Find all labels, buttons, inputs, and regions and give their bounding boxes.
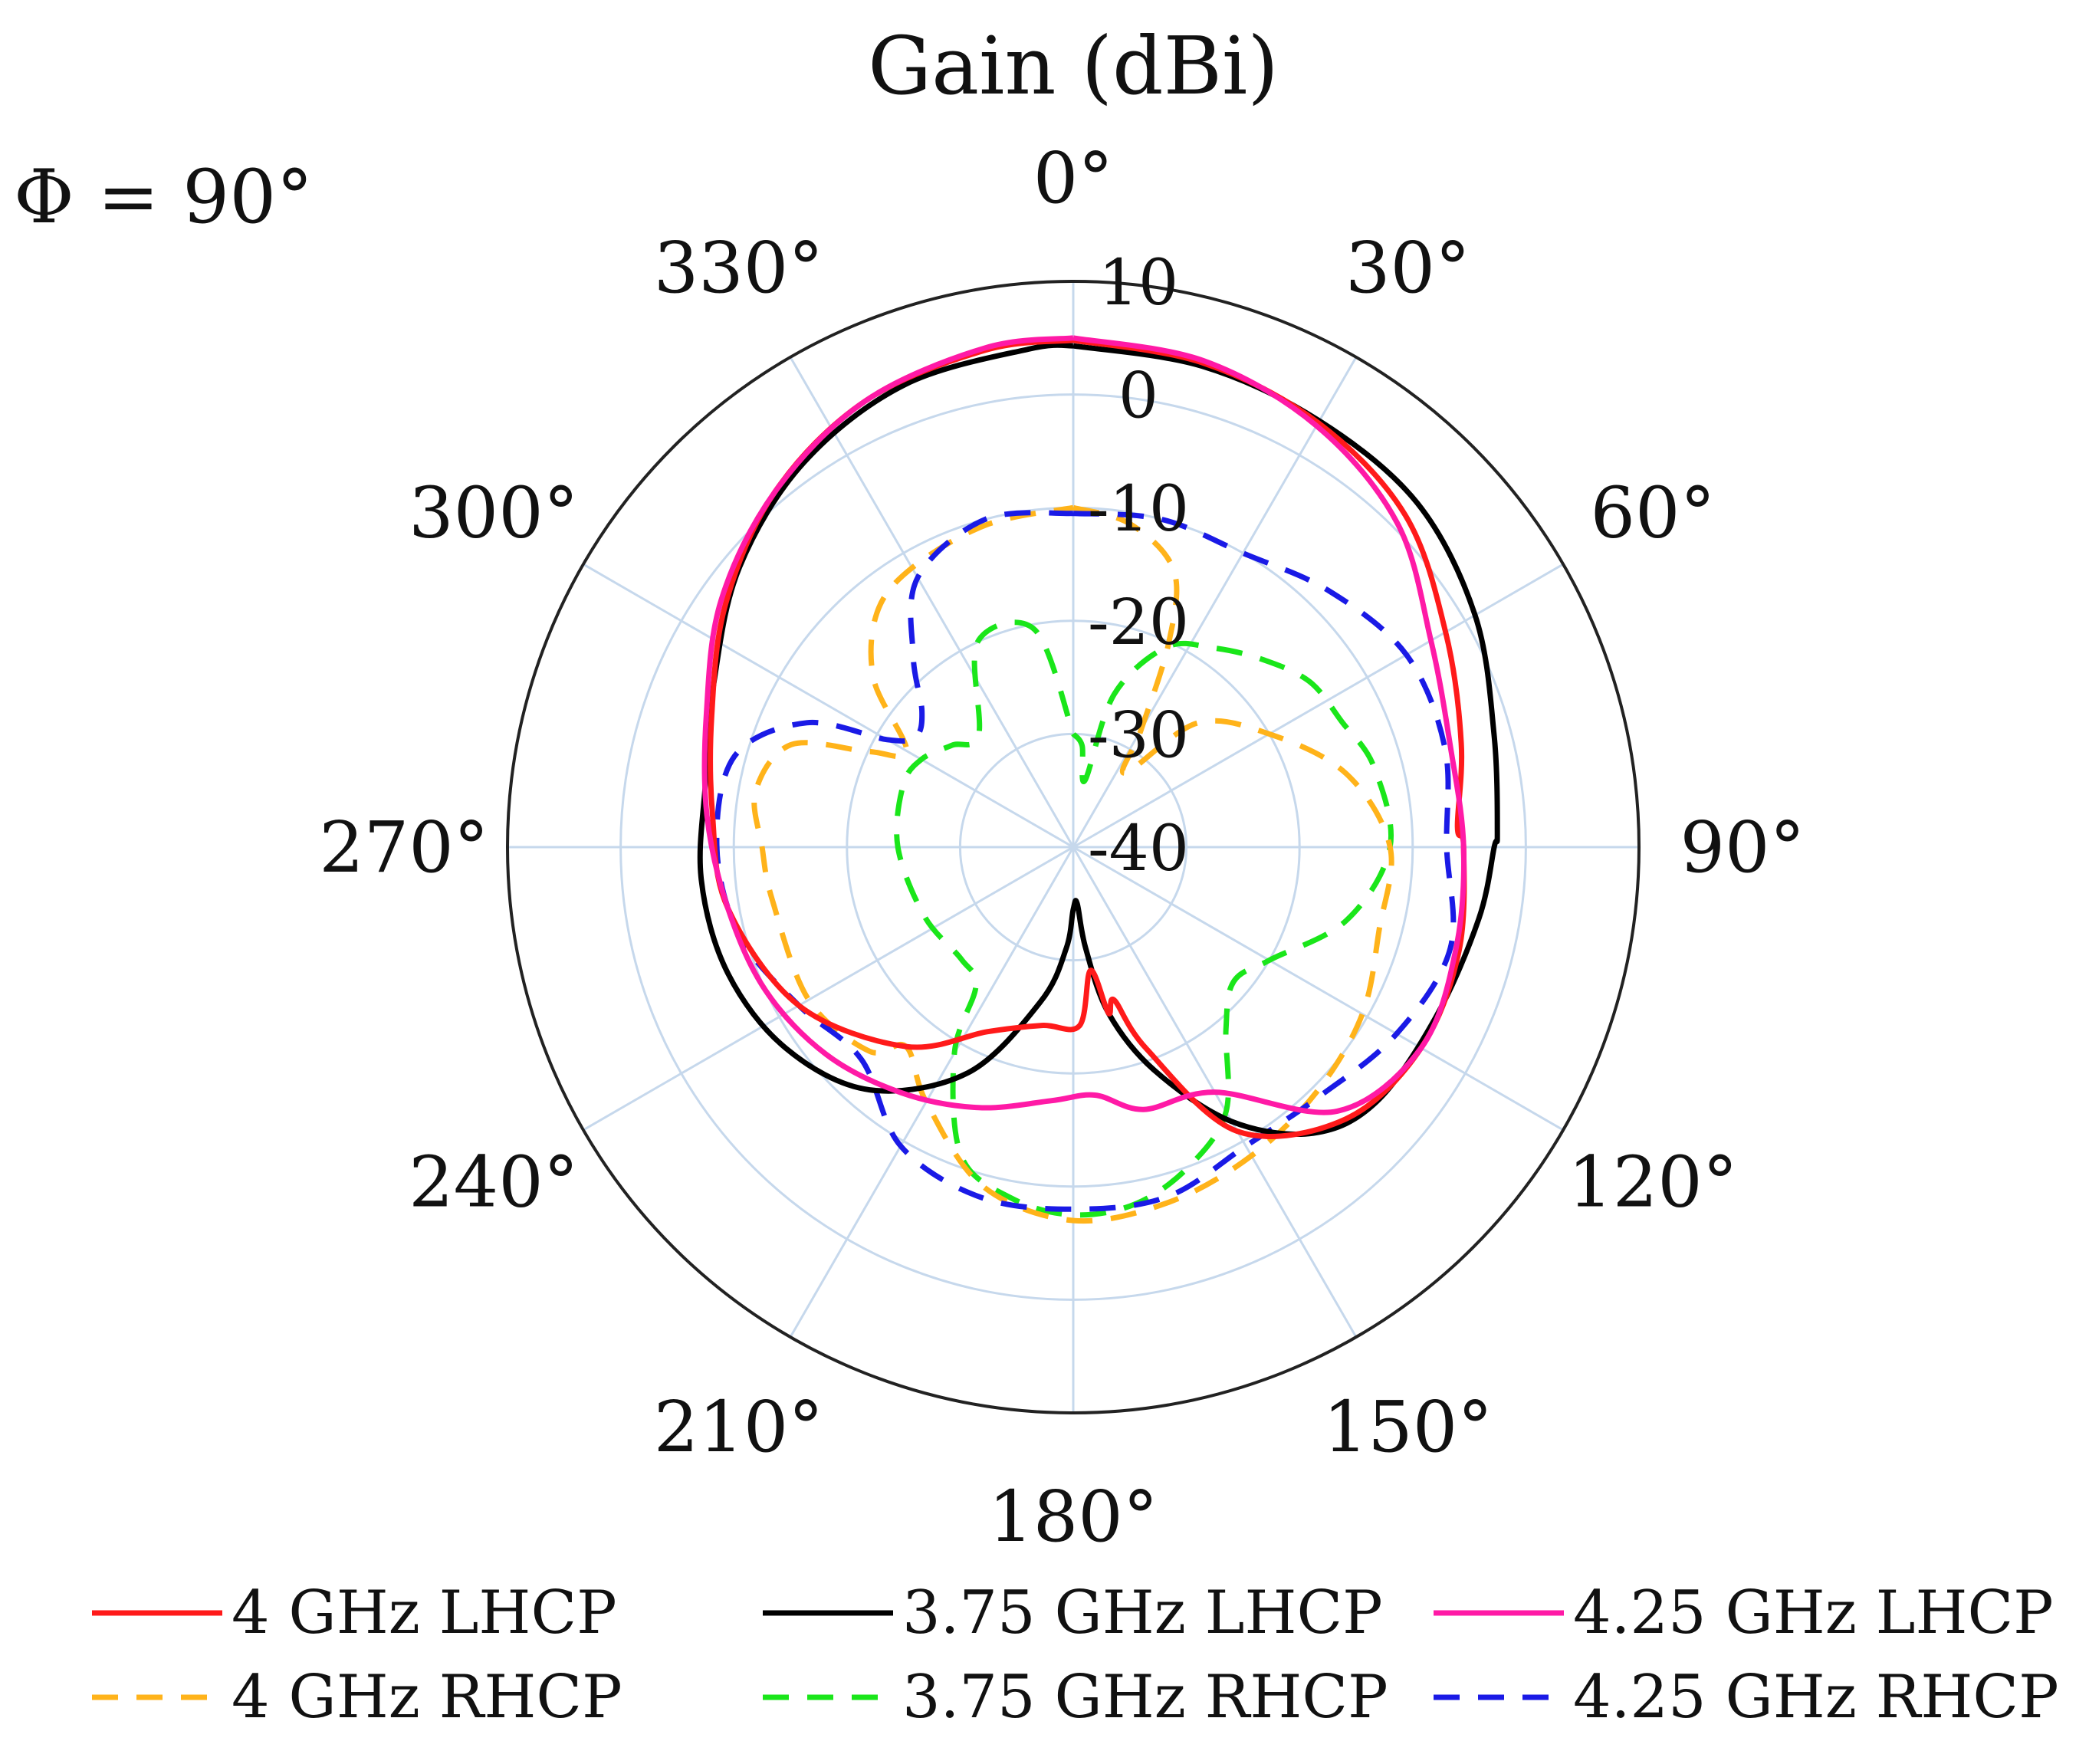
legend-label: 4 GHz RHCP: [232, 1663, 622, 1732]
legend-label: 4.25 GHz LHCP: [1573, 1578, 2054, 1647]
series-curves: [697, 335, 1500, 1224]
series-curve-3-75-ghz-rhcp: [894, 619, 1394, 1218]
chart-title: Gain (dBi): [868, 19, 1279, 113]
angle-tick-label: 0°: [1033, 137, 1114, 219]
grid-spoke-8: [583, 846, 1074, 1132]
series-curve-4-ghz-lhcp: [708, 337, 1467, 1139]
legend-label: 4 GHz LHCP: [232, 1578, 617, 1647]
grid-spoke-4: [1072, 846, 1564, 1132]
angle-tick-label: 300°: [409, 472, 579, 554]
angle-tick-label: 90°: [1680, 806, 1805, 889]
angle-tick-label: 240°: [409, 1142, 579, 1224]
series-curve-4-25-ghz-lhcp: [701, 335, 1467, 1115]
series-curve-4-ghz-rhcp: [751, 504, 1394, 1224]
legend-label: 4.25 GHz RHCP: [1573, 1663, 2059, 1732]
angle-tick-label: 150°: [1323, 1386, 1493, 1468]
angle-tick-label: 330°: [654, 227, 824, 309]
phi-annotation: Φ = 90°: [14, 154, 313, 240]
angle-tick-label: 120°: [1568, 1142, 1738, 1224]
series-curve-4-25-ghz-rhcp: [714, 510, 1457, 1212]
radial-tick-label: -30: [1088, 699, 1189, 772]
grid-spoke-10: [583, 563, 1074, 849]
angle-tick-label: 60°: [1591, 472, 1716, 554]
outer-ring: [506, 280, 1641, 1414]
angle-tick-label: 270°: [319, 806, 489, 889]
legend-label: 3.75 GHz LHCP: [902, 1578, 1383, 1647]
legend-label: 3.75 GHz RHCP: [902, 1663, 1388, 1732]
radial-tick-label: -10: [1088, 473, 1189, 546]
radial-tick-label: 0: [1118, 360, 1158, 433]
angle-tick-labels: 0° 30° 60° 90° 120° 150° 180° 210° 240° 270° 300° 3…: [319, 137, 1805, 1558]
angle-tick-label: 180°: [988, 1476, 1158, 1558]
angle-tick-label: 30°: [1345, 227, 1470, 309]
radial-tick-label: -20: [1088, 586, 1189, 659]
grid-spoke-11: [789, 356, 1075, 848]
angle-tick-label: 210°: [654, 1386, 824, 1468]
radial-tick-label: 10: [1099, 247, 1178, 320]
grid-spoke-2: [1072, 563, 1564, 849]
radial-tick-labels: 10 0 -10 -20 -30 -40: [1088, 247, 1189, 885]
legend: 4 GHz LHCP 3.75 GHz LHCP 4.25 GHz LHCP 4 GH…: [92, 1578, 2059, 1732]
grid-spoke-7: [789, 846, 1075, 1338]
radial-tick-label: -40: [1088, 813, 1189, 885]
grid-spoke-1: [1072, 356, 1358, 848]
